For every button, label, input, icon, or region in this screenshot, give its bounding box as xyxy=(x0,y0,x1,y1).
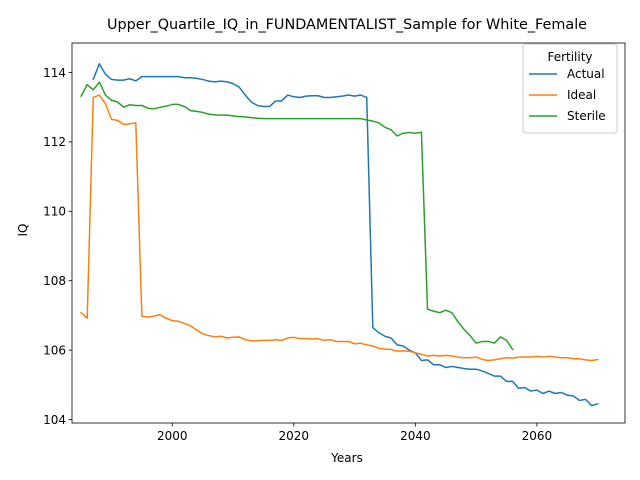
y-tick-label: 114 xyxy=(43,66,66,80)
x-tick-label: 2040 xyxy=(400,429,431,443)
y-tick-label: 106 xyxy=(43,343,66,357)
x-tick-label: 2000 xyxy=(157,429,188,443)
plot-frame xyxy=(71,42,626,424)
legend-box xyxy=(522,43,618,134)
y-tick-label: 112 xyxy=(43,135,66,149)
x-tick-label: 2020 xyxy=(279,429,310,443)
legend: Fertility Actual Ideal Sterile xyxy=(522,43,618,134)
y-tick-label: 110 xyxy=(43,205,66,219)
series-line-actual xyxy=(92,63,599,407)
x-tick-label: 2060 xyxy=(522,429,553,443)
legend-label-sterile: Sterile xyxy=(567,109,606,123)
y-tick-label: 104 xyxy=(43,413,66,427)
x-axis: 2000 2020 2040 2060 xyxy=(157,423,552,443)
series-line-sterile xyxy=(80,81,514,351)
y-axis: 104 106 108 110 112 114 xyxy=(43,66,72,427)
chart-title: Upper_Quartile_IQ_in_FUNDAMENTALIST_Samp… xyxy=(107,17,587,33)
y-axis-title: IQ xyxy=(16,224,30,237)
legend-title: Fertility xyxy=(547,50,592,64)
legend-label-actual: Actual xyxy=(567,67,605,81)
series-layer xyxy=(80,63,599,407)
series-line-ideal xyxy=(80,94,599,362)
x-axis-title: Years xyxy=(330,451,363,465)
legend-label-ideal: Ideal xyxy=(567,88,596,102)
y-tick-label: 108 xyxy=(43,274,66,288)
